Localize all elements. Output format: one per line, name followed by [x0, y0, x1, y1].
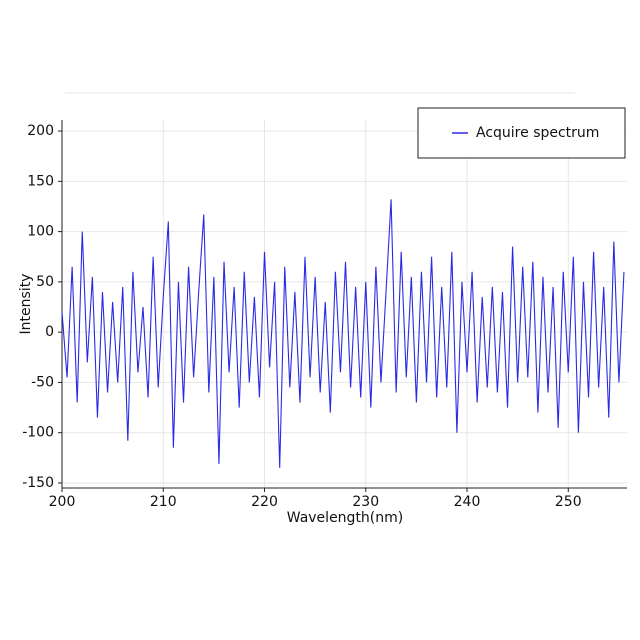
y-tick-label: 0 — [45, 324, 54, 340]
legend-label: Acquire spectrum — [476, 125, 599, 141]
x-tick-label: 210 — [150, 494, 177, 510]
x-tick-label: 200 — [49, 494, 76, 510]
y-tick-label: 200 — [27, 123, 54, 139]
x-axis-label: Wavelength(nm) — [287, 510, 403, 526]
y-tick-label: -150 — [22, 475, 54, 491]
x-tick-label: 240 — [454, 494, 481, 510]
y-axis-label: Intensity — [18, 274, 34, 335]
y-tick-label: 150 — [27, 173, 54, 189]
y-tick-label: 50 — [36, 274, 54, 290]
x-tick-label: 250 — [555, 494, 582, 510]
y-tick-label: 100 — [27, 224, 54, 240]
spectrum-line — [61, 199, 625, 468]
y-tick-label: -50 — [31, 374, 54, 390]
y-tick-label: -100 — [22, 425, 54, 441]
x-tick-label: 220 — [251, 494, 278, 510]
x-tick-label: 230 — [352, 494, 379, 510]
